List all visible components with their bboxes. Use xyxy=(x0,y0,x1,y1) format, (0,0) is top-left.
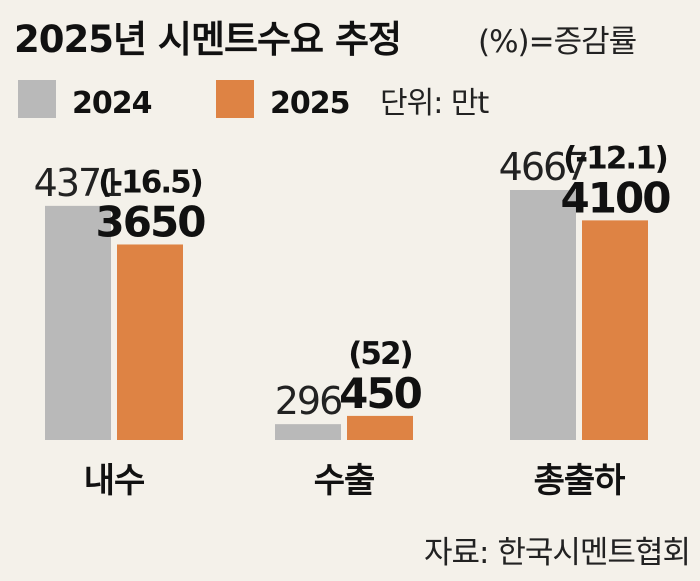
bar-2025-export xyxy=(347,415,413,440)
value-label-2024-domestic: 4371 xyxy=(34,161,123,205)
legend-label-2025: 2025 xyxy=(270,86,350,121)
value-label-2025-domestic: 3650 xyxy=(96,197,206,246)
category-label-total: 총출하 xyxy=(534,461,626,501)
value-label-2024-total: 4667 xyxy=(499,145,588,189)
category-label-domestic: 내수 xyxy=(84,461,145,501)
category-label-export: 수출 xyxy=(314,461,375,501)
change-label-domestic: (-16.5) xyxy=(98,164,202,200)
bar-2025-domestic xyxy=(117,244,183,440)
legend-label-2024: 2024 xyxy=(72,86,152,121)
value-label-2025-total: 4100 xyxy=(561,173,671,222)
value-label-2024-export: 296 xyxy=(275,379,342,423)
source-label: 자료: 한국시멘트협회 xyxy=(424,535,690,571)
bar-2024-export xyxy=(275,424,341,440)
bar-2024-total xyxy=(510,190,576,440)
chart-title: 2025년 시멘트수요 추정 xyxy=(14,18,401,61)
chart-subtitle: (%)=증감률 xyxy=(478,24,636,60)
change-label-total: (-12.1) xyxy=(563,140,667,176)
unit-label: 단위: 만t xyxy=(380,86,489,121)
legend-swatch-2025 xyxy=(216,80,254,118)
bar-2025-total xyxy=(582,220,648,440)
legend-swatch-2024 xyxy=(18,80,56,118)
bar-2024-domestic xyxy=(45,205,111,440)
value-label-2025-export: 450 xyxy=(339,369,421,418)
change-label-export: (52) xyxy=(348,336,411,372)
